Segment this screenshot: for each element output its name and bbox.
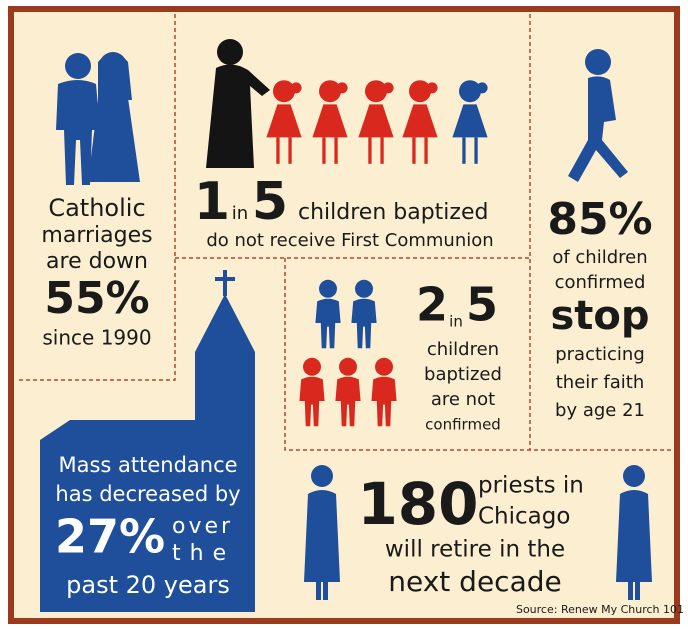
mass-line: Mass attendance bbox=[58, 453, 237, 477]
not-confirmed-line: children bbox=[427, 339, 499, 360]
mass-stat: 27% bbox=[55, 510, 165, 564]
source: Source: Renew My Church 101 bbox=[516, 603, 684, 616]
communion-line: do not receive First Communion bbox=[206, 230, 493, 251]
mass-line: past 20 years bbox=[66, 571, 230, 599]
stop-line: their faith bbox=[556, 372, 645, 393]
communion-num: 1 bbox=[194, 172, 230, 232]
mass-side: over bbox=[172, 514, 233, 539]
marriages-line: marriages bbox=[41, 223, 152, 248]
couple-icon bbox=[56, 52, 140, 185]
communion-in: in bbox=[232, 203, 248, 224]
not-confirmed-num: 5 bbox=[466, 278, 498, 332]
priests-line: will retire in the bbox=[385, 537, 565, 563]
not-confirmed-line: confirmed bbox=[425, 416, 501, 434]
communion-line: children baptized bbox=[298, 200, 488, 225]
communion-num: 5 bbox=[252, 172, 288, 232]
marriages-line: Catholic bbox=[48, 194, 145, 222]
stop-line: of children bbox=[552, 247, 647, 268]
marriages-since: since 1990 bbox=[42, 326, 151, 350]
stop-emphasis: stop bbox=[550, 293, 649, 339]
priests-side: Chicago bbox=[478, 504, 570, 530]
not-confirmed-num: 2 bbox=[416, 278, 448, 332]
mass-side: the bbox=[172, 541, 235, 566]
not-confirmed-in: in bbox=[449, 313, 463, 331]
infographic: Catholic marriages are down 55% since 19… bbox=[0, 0, 688, 629]
stop-line: by age 21 bbox=[555, 400, 645, 421]
priests-line: next decade bbox=[388, 565, 561, 598]
stop-stat: 85% bbox=[547, 194, 652, 245]
not-confirmed-line: baptized bbox=[424, 364, 502, 385]
priests-side: priests in bbox=[478, 473, 584, 499]
stop-line: practicing bbox=[555, 344, 645, 365]
marriages-line: are down bbox=[46, 249, 148, 274]
marriages-stat: 55% bbox=[44, 273, 149, 324]
not-confirmed-line: are not bbox=[431, 389, 495, 410]
stop-line: confirmed bbox=[555, 272, 646, 293]
mass-line: has decreased by bbox=[55, 482, 240, 506]
priests-stat: 180 bbox=[357, 470, 478, 538]
